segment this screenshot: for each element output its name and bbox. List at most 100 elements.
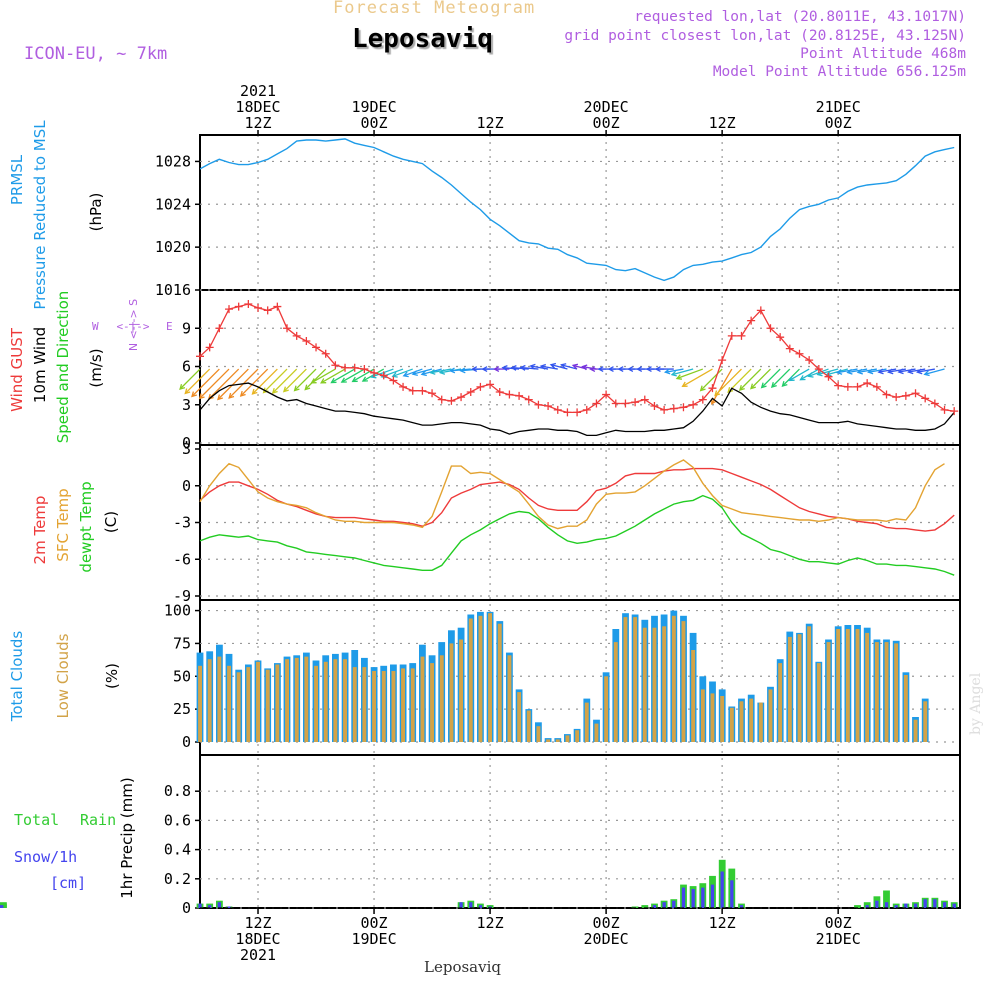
wind-direction-arrow (878, 368, 897, 373)
wind-arrow-head (501, 365, 508, 371)
wind-gust-marker (302, 337, 311, 345)
wind-arrow-head (877, 368, 884, 375)
y-tick-label: 0 (182, 899, 191, 917)
total-clouds-axis-label: Total Clouds (8, 631, 26, 723)
low-cloud-bar (604, 676, 609, 742)
low-cloud-bar (923, 701, 928, 742)
wind-arrow-head (788, 375, 795, 382)
wind-direction-arrow (700, 368, 723, 391)
low-cloud-bar (323, 661, 328, 742)
wind-direction-arrow (682, 368, 713, 387)
wind-arrow-head (816, 370, 823, 377)
wind-arrow-head (663, 368, 671, 375)
low-cloud-bar (488, 613, 492, 742)
low-cloud-bar (787, 636, 792, 742)
wind-arrow-head (184, 388, 191, 395)
snow-bar (923, 899, 927, 908)
low-cloud-bar (700, 689, 705, 742)
low-cloud-bar (584, 702, 589, 742)
wind-gust-marker (312, 343, 321, 352)
wind-arrow-head (597, 366, 604, 372)
low-cloud-bar (807, 626, 812, 742)
wind-arrow-head (589, 366, 596, 372)
low-cloud-bar (304, 656, 309, 742)
top-time-label: 00Z (360, 114, 387, 132)
wind-gust-marker (805, 356, 814, 365)
low-cloud-bar (478, 615, 483, 742)
wind-gust-marker (795, 349, 804, 358)
wind-arrow-head (351, 376, 358, 383)
snow-bar (208, 905, 212, 908)
wind-gust-marker (766, 324, 775, 333)
low-cloud-bar (256, 661, 260, 742)
low-cloud-bar (372, 671, 376, 742)
wind-gust-marker (331, 361, 340, 370)
y-tick-label: 3 (182, 440, 191, 458)
y-tick-label: -9 (173, 587, 191, 605)
y-tick-label: 0.8 (164, 782, 191, 800)
y-tick-label: -3 (173, 514, 191, 532)
wind-gust-marker (882, 390, 891, 399)
wind-gust-marker (321, 349, 330, 358)
y-tick-label: 1028 (155, 152, 191, 170)
y-tick-label: 6 (182, 358, 191, 376)
wind-arrow-head (807, 372, 814, 378)
wind-arrow-head (271, 388, 278, 394)
wind-arrow-head (867, 368, 874, 375)
grid-point-coords: grid point closest lon,lat (20.8125E, 43… (564, 28, 966, 44)
top-time-label: 00Z (825, 114, 852, 132)
wind-gust-marker (495, 388, 504, 396)
wind-arrow-head (727, 387, 734, 393)
ten-m-wind-axis-label: 10m Wind (31, 327, 49, 403)
wind-arrow-head (310, 378, 317, 384)
wind-gust-marker (225, 305, 234, 314)
wind-gust-marker (283, 324, 292, 333)
compass-w-label: W (92, 320, 99, 333)
prmsl-line (200, 138, 955, 282)
wind-direction-arrow (857, 368, 877, 374)
wind-direction-arrow (304, 368, 327, 390)
wind-direction-arrow (252, 368, 278, 395)
low-cloud-bar (884, 642, 889, 742)
low-cloud-bar (265, 669, 270, 742)
point-altitude: Point Altitude 468m (800, 46, 966, 62)
wind-arrow-head (420, 370, 427, 377)
wind-gust-marker (544, 402, 553, 411)
low-cloud-bar (768, 689, 773, 742)
wind-direction-arrow (511, 366, 529, 370)
snow-bar (942, 902, 947, 908)
wind-arrow-head (361, 376, 368, 382)
wind-gust-marker (292, 331, 301, 340)
low-cloud-bar (594, 723, 599, 742)
requested-coords: requested lon,lat (20.8011E, 43.1017N) (634, 9, 966, 25)
snow-bar (459, 902, 463, 908)
top-time-label: 00Z (593, 114, 620, 132)
wind-gust-marker (534, 400, 543, 409)
wind-gust-marker (824, 372, 833, 381)
wind-gust-marker (640, 395, 649, 404)
y-tick-label: 9 (182, 319, 191, 337)
y-tick-label: 0 (182, 733, 191, 751)
wind-direction-arrow (430, 368, 452, 374)
wind-direction-arrow (711, 368, 733, 405)
bottom-time-label: 12Z (709, 914, 736, 932)
pressure-series-group (200, 138, 955, 282)
low-cloud-bar (855, 629, 860, 742)
wind-gust-marker (476, 382, 485, 391)
snow-bar (739, 905, 744, 908)
y-tick-label: 0 (182, 434, 191, 452)
wind-direction-arrow (331, 368, 356, 384)
wind-direction-arrow (817, 368, 839, 376)
wind-direction-arrow (761, 368, 781, 388)
wind-gust-marker (389, 376, 398, 385)
low-cloud-bar (845, 629, 850, 742)
compass-e-label: E (166, 320, 173, 333)
wind-gust-marker (486, 380, 495, 389)
snow-bar (701, 887, 705, 908)
wind-gust-marker (911, 389, 920, 398)
model-label: ICON-EU, ~ 7km (24, 44, 168, 64)
snow-bar (0, 906, 4, 908)
wind-gust-marker (457, 393, 466, 402)
snow-bar (710, 884, 715, 908)
